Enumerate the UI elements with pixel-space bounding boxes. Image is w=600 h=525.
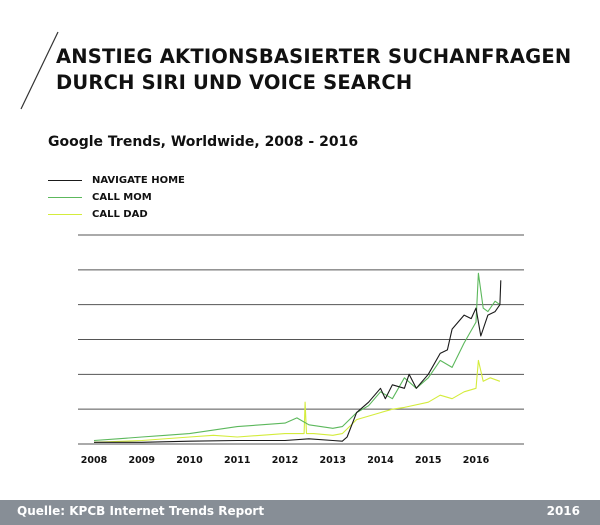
series-line-call-dad bbox=[93, 359, 501, 443]
source-text: Quelle: KPCB Internet Trends Report bbox=[17, 504, 265, 518]
footer-bar: Quelle: KPCB Internet Trends Report 2016 bbox=[0, 500, 600, 525]
legend-item-call-dad: CALL DAD bbox=[48, 206, 185, 223]
series-line-call-mom bbox=[93, 272, 501, 442]
page-title: ANSTIEG AKTIONSBASIERTER SUCHANFRAGEN DU… bbox=[56, 44, 571, 96]
x-tick-label: 2011 bbox=[224, 455, 250, 466]
title-line-1: ANSTIEG AKTIONSBASIERTER SUCHANFRAGEN bbox=[56, 45, 572, 68]
x-tick-label: 2014 bbox=[367, 455, 394, 466]
x-tick-label: 2009 bbox=[129, 455, 155, 466]
chart-title: Google Trends, Worldwide, 2008 - 2016 bbox=[48, 134, 359, 150]
legend-item-navigate-home: NAVIGATE HOME bbox=[48, 172, 185, 189]
decorative-slash bbox=[20, 31, 59, 110]
x-tick-label: 2012 bbox=[272, 455, 298, 466]
title-line-2: DURCH SIRI UND VOICE SEARCH bbox=[56, 71, 413, 94]
chart-legend: NAVIGATE HOME CALL MOM CALL DAD bbox=[48, 172, 185, 223]
legend-item-call-mom: CALL MOM bbox=[48, 189, 185, 206]
legend-label: NAVIGATE HOME bbox=[92, 175, 185, 186]
legend-swatch bbox=[48, 197, 82, 198]
footer-year: 2016 bbox=[546, 504, 580, 518]
x-tick-label: 2008 bbox=[81, 455, 108, 466]
x-tick-label: 2015 bbox=[415, 455, 441, 466]
x-tick-label: 2010 bbox=[176, 455, 203, 466]
x-tick-label: 2016 bbox=[463, 455, 490, 466]
series-line-navigate-home bbox=[94, 280, 502, 443]
legend-swatch bbox=[48, 214, 82, 215]
line-chart: 2008 2009 2010 2011 2012 2013 2014 2015 2016 bbox=[78, 234, 524, 466]
legend-swatch bbox=[48, 180, 82, 181]
legend-label: CALL MOM bbox=[92, 192, 152, 203]
legend-label: CALL DAD bbox=[92, 209, 148, 220]
x-tick-label: 2013 bbox=[320, 455, 346, 466]
